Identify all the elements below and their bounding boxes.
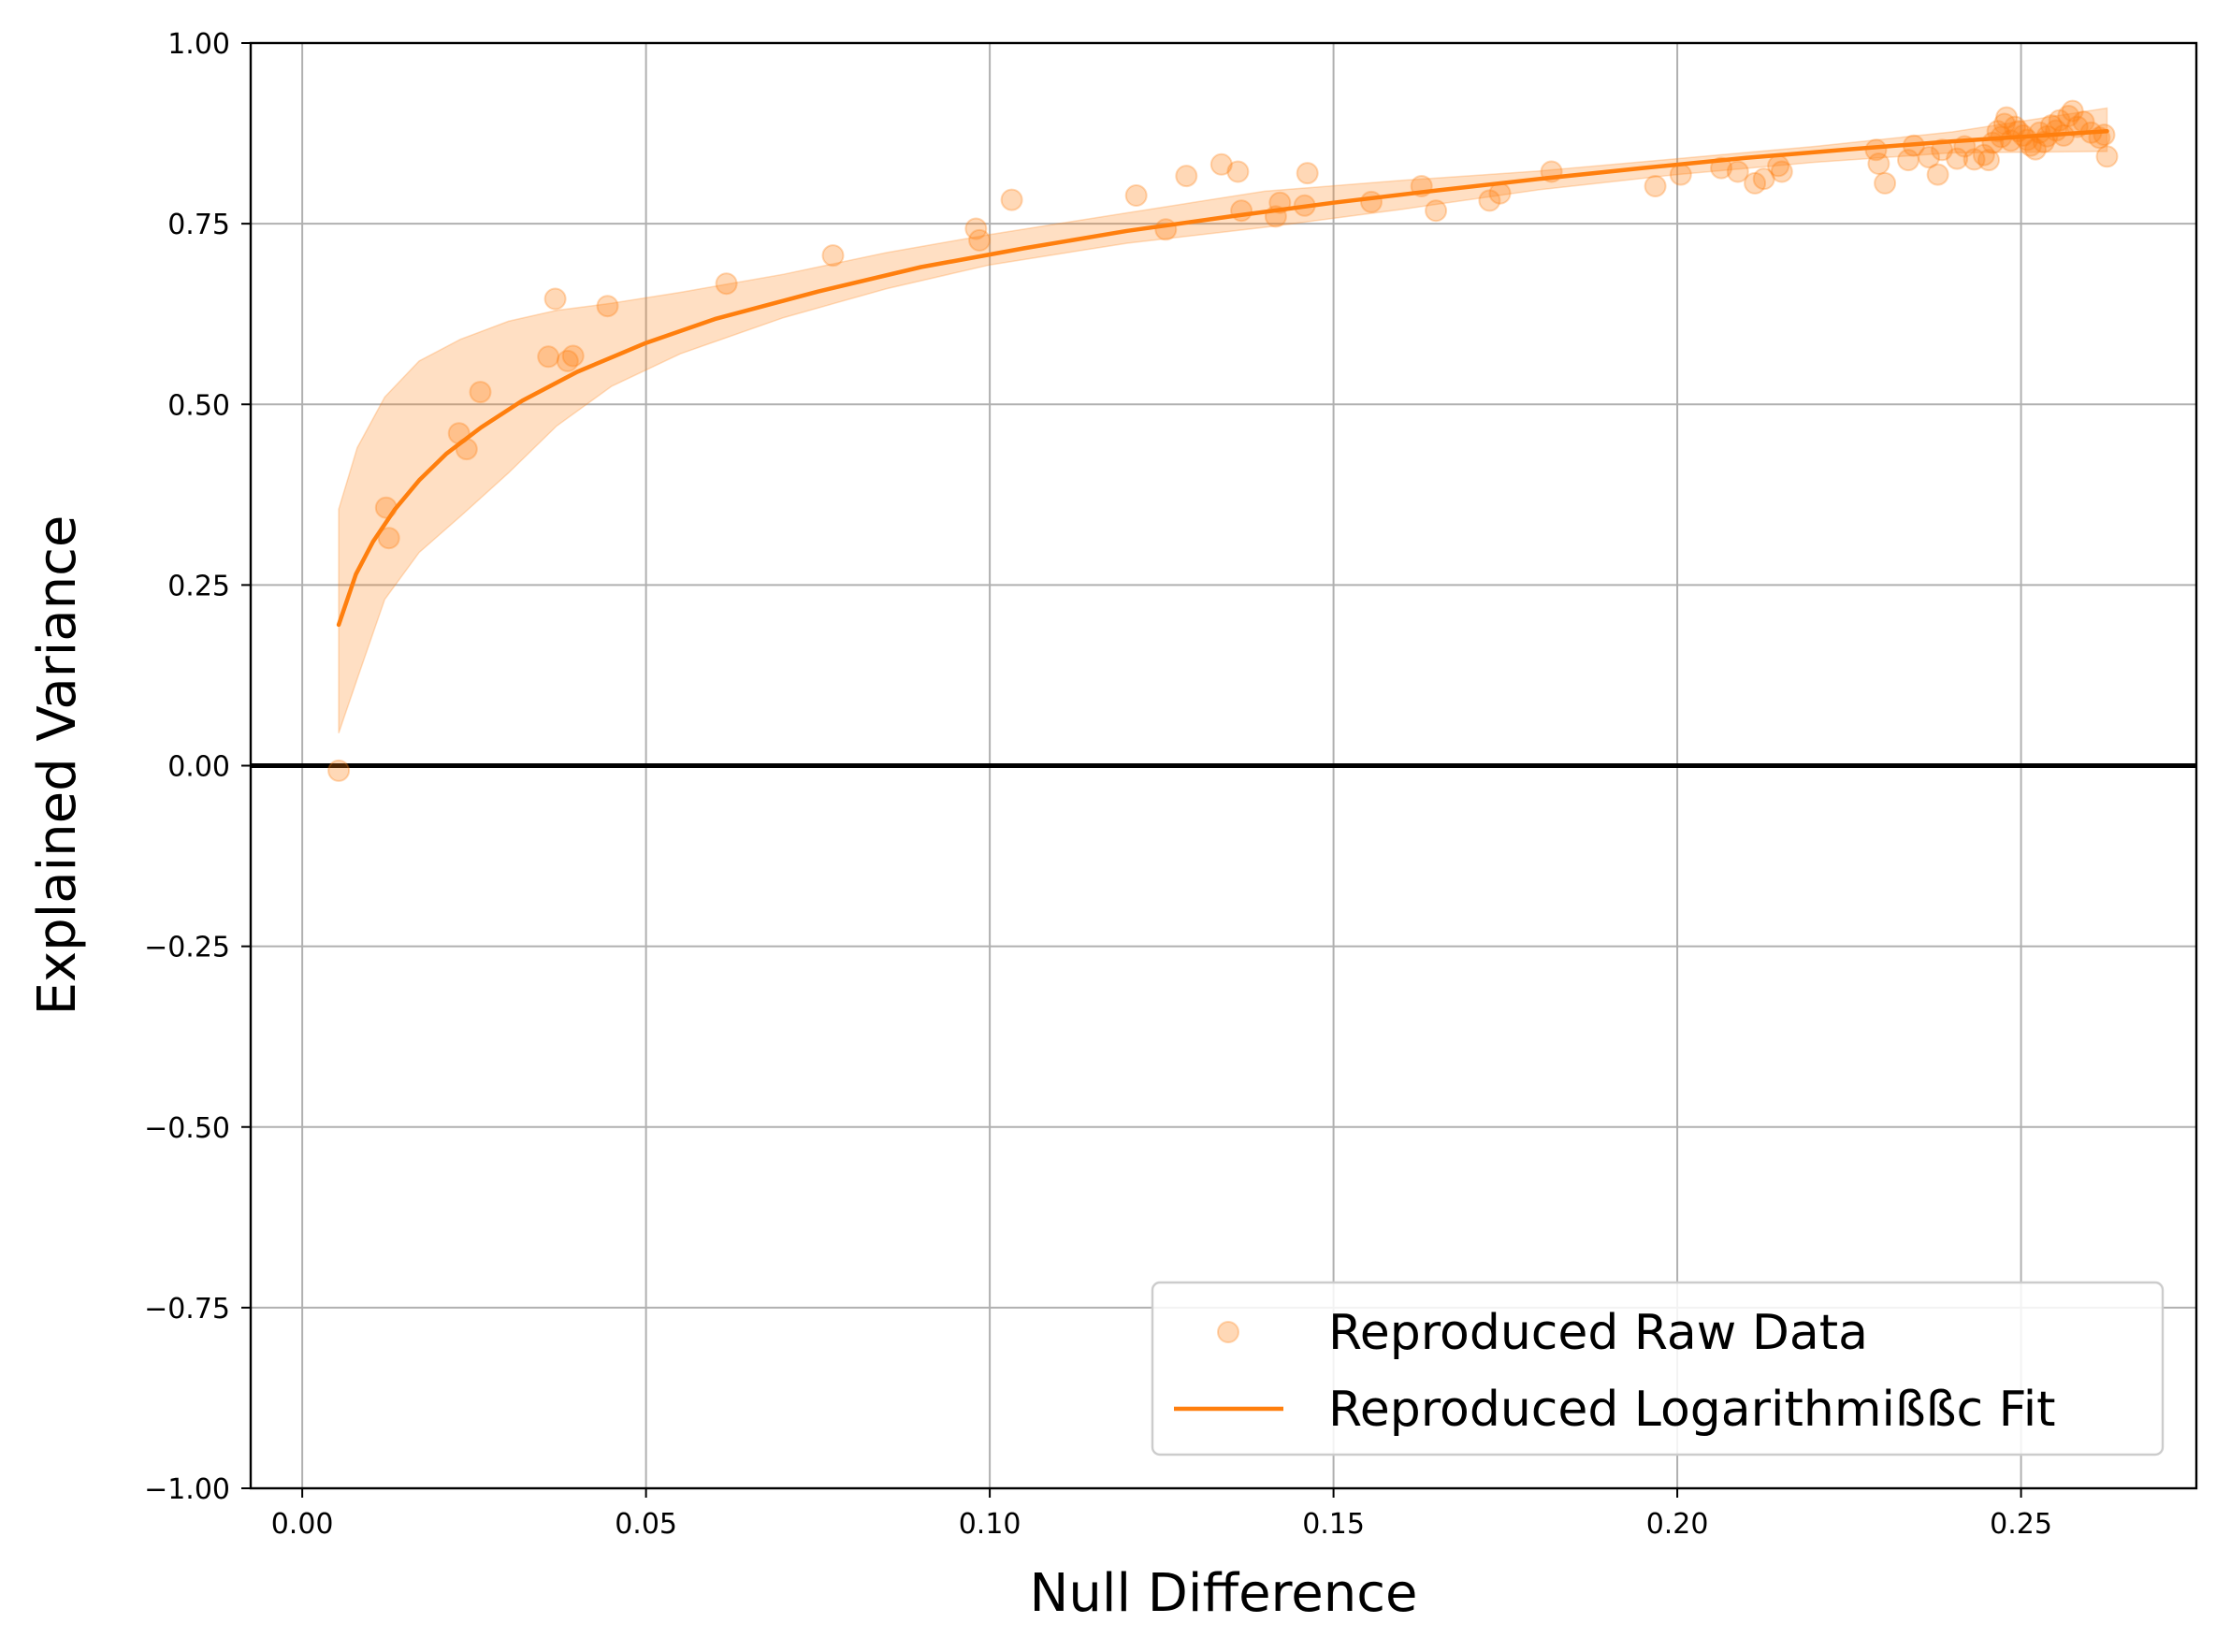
y-tick-label: −0.75 [144, 1293, 230, 1326]
data-point [1000, 188, 1023, 211]
data-point [1918, 146, 1941, 169]
fit-line [336, 128, 2109, 628]
data-point [2048, 109, 2071, 132]
confidence-band [338, 107, 2108, 733]
data-point [1226, 160, 1250, 183]
data-point [1175, 165, 1198, 188]
y-tick-label: 0.75 [167, 209, 230, 241]
legend-label-fit-line: Reproduced Logarithmißßc Fit [1328, 1382, 2056, 1438]
legend-marker-raw-data [1217, 1321, 1239, 1343]
fit-line-layer [336, 128, 2109, 628]
y-tick-label: 0.25 [167, 570, 230, 602]
data-point [561, 344, 585, 368]
y-tick-label: 0.00 [167, 751, 230, 784]
data-point [596, 295, 619, 318]
data-point [1669, 163, 1692, 186]
data-point [715, 272, 738, 296]
data-point [1296, 162, 1319, 185]
data-point [1726, 160, 1749, 183]
data-point [2024, 138, 2047, 161]
data-point [1425, 199, 1448, 223]
y-tick-label: −0.25 [144, 932, 230, 964]
x-tick-label: 0.15 [1302, 1508, 1365, 1541]
data-point [2061, 99, 2084, 123]
x-tick-label: 0.10 [959, 1508, 1021, 1541]
data-point [1874, 171, 1897, 195]
y-tick-label: −1.00 [144, 1473, 230, 1506]
data-point [1124, 184, 1148, 207]
x-tick-label: 0.05 [615, 1508, 677, 1541]
data-point [1992, 112, 2016, 136]
data-point [1744, 171, 1767, 195]
data-point [2057, 105, 2080, 127]
data-point [1154, 218, 1178, 241]
data-point [469, 381, 492, 404]
data-point [2093, 123, 2116, 147]
legend-label-raw-data: Reproduced Raw Data [1328, 1305, 1868, 1361]
x-tick-label: 0.20 [1646, 1508, 1709, 1541]
data-point [1946, 147, 1969, 170]
data-point [1897, 149, 1919, 172]
y-axis-label: Explained Variance [27, 515, 88, 1016]
data-point [1209, 152, 1233, 176]
x-tick-label: 0.25 [1990, 1508, 2052, 1541]
legend-box [1151, 1281, 2165, 1456]
legend: Reproduced Raw Data Reproduced Logarithm… [1151, 1281, 2165, 1456]
data-point [1977, 149, 2000, 172]
data-point [1995, 106, 2019, 129]
y-tick-label: 0.50 [167, 389, 230, 422]
data-point [327, 759, 351, 782]
data-point [556, 349, 579, 372]
x-axis-ticks: 0.00 0.05 0.10 0.15 0.20 0.25 [271, 1488, 2052, 1541]
data-point [2095, 145, 2119, 168]
data-point [1867, 152, 1890, 175]
data-point [537, 345, 560, 369]
data-point [1972, 143, 1995, 167]
data-point [1644, 175, 1667, 197]
x-tick-label: 0.00 [271, 1508, 334, 1541]
data-point [1963, 148, 1986, 171]
data-point [1478, 189, 1501, 212]
data-point [1752, 167, 1775, 191]
x-axis-label: Null Difference [1030, 1563, 1418, 1624]
data-point [543, 287, 567, 311]
y-axis-ticks: −1.00 −0.75 −0.50 −0.25 0.00 0.25 0.50 0.75 1.00 [144, 28, 251, 1506]
data-point [821, 244, 845, 268]
confidence-band-layer [338, 107, 2108, 733]
data-point [1926, 163, 1949, 186]
y-tick-label: −0.50 [144, 1112, 230, 1145]
data-point [1360, 190, 1383, 213]
data-point [1931, 138, 1954, 162]
data-point [968, 228, 992, 252]
data-point [1770, 160, 1793, 183]
y-tick-label: 1.00 [167, 28, 230, 61]
data-point [964, 217, 988, 240]
data-point [377, 527, 400, 550]
